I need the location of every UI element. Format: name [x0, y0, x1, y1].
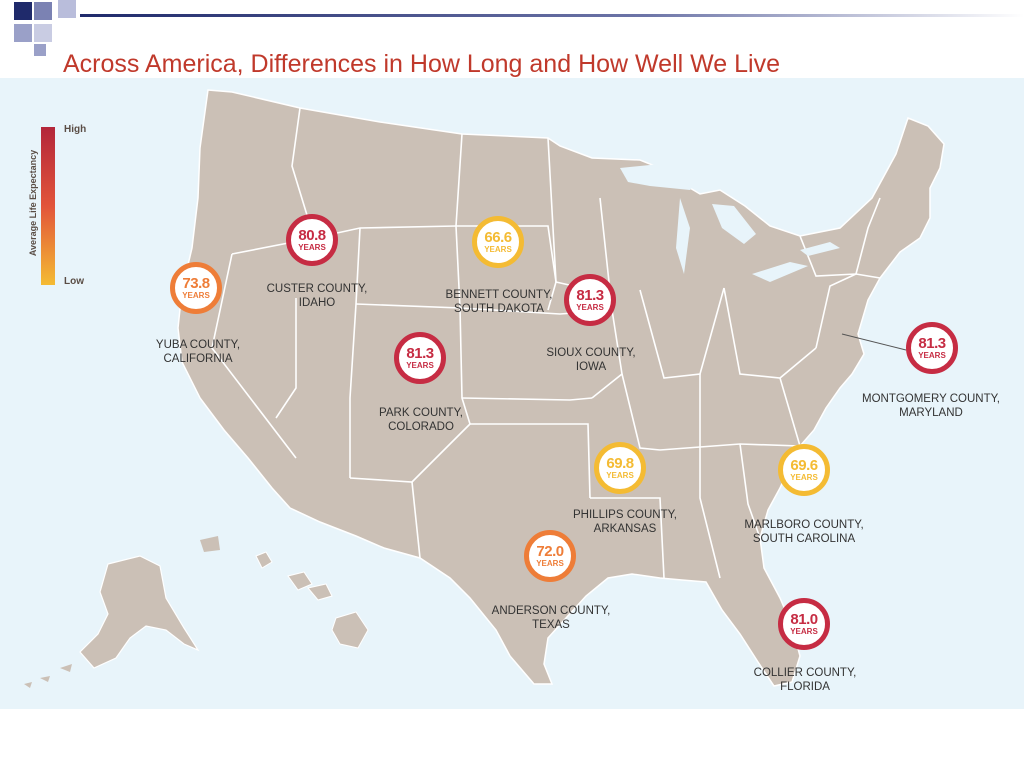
- deco-square: [58, 0, 76, 18]
- label-montgomery: MONTGOMERY COUNTY, MARYLAND: [862, 392, 1000, 420]
- deco-square: [14, 24, 32, 42]
- badge-unit: YEARS: [790, 627, 818, 636]
- badge-unit: YEARS: [536, 559, 564, 568]
- header-rule: [80, 14, 1024, 17]
- county-state: COLORADO: [388, 421, 454, 433]
- county-name: COLLIER COUNTY,: [753, 667, 857, 679]
- badge-sioux: 81.3 YEARS: [564, 274, 616, 326]
- badge-unit: YEARS: [576, 303, 604, 312]
- badge-value: 80.8: [298, 227, 326, 244]
- county-state: MARYLAND: [899, 407, 963, 419]
- badge-value: 81.3: [918, 335, 946, 352]
- county-name: CUSTER COUNTY,: [266, 283, 368, 295]
- county-state: CALIFORNIA: [163, 353, 233, 365]
- county-name: BENNETT COUNTY,: [445, 289, 553, 301]
- county-state: IDAHO: [298, 297, 336, 309]
- legend-high-label: High: [64, 124, 87, 135]
- great-lakes: [620, 164, 840, 282]
- us-map-graphic: [24, 89, 945, 688]
- county-name: YUBA COUNTY,: [155, 339, 241, 351]
- county-name: PARK COUNTY,: [379, 407, 463, 419]
- badge-park: 81.3 YEARS: [394, 332, 446, 384]
- badge-value: 72.0: [536, 543, 564, 560]
- county-name: MONTGOMERY COUNTY,: [861, 393, 1001, 405]
- legend-color-bar: [41, 127, 55, 285]
- legend-low-label: Low: [64, 276, 84, 287]
- badge-value: 69.8: [606, 455, 634, 472]
- badge-unit: YEARS: [606, 471, 634, 480]
- slide-decoration: [0, 0, 1024, 60]
- badge-value: 66.6: [484, 229, 512, 246]
- label-collier: COLLIER COUNTY, FLORIDA: [754, 666, 857, 694]
- deco-square: [34, 44, 46, 56]
- county-state: IOWA: [575, 361, 607, 373]
- badge-value: 81.3: [406, 345, 434, 362]
- county-name: MARLBORO COUNTY,: [744, 519, 864, 531]
- badge-montgomery: 81.3 YEARS: [906, 322, 958, 374]
- badge-value: 69.6: [790, 457, 818, 474]
- deco-square: [34, 24, 52, 42]
- label-yuba: YUBA COUNTY, CALIFORNIA: [156, 338, 240, 366]
- badge-marlboro: 69.6 YEARS: [778, 444, 830, 496]
- slide-title: Across America, Differences in How Long …: [63, 50, 780, 78]
- label-park: PARK COUNTY, COLORADO: [379, 406, 463, 434]
- contiguous-us-shape: [177, 89, 945, 687]
- alaska-shape: [79, 555, 200, 669]
- county-state: TEXAS: [532, 619, 570, 631]
- badge-unit: YEARS: [406, 361, 434, 370]
- deco-square: [34, 2, 52, 20]
- montgomery-pointer-line: [841, 333, 907, 351]
- county-name: PHILLIPS COUNTY,: [573, 509, 677, 521]
- badge-bennett: 66.6 YEARS: [472, 216, 524, 268]
- badge-yuba: 73.8 YEARS: [170, 262, 222, 314]
- county-name: SIOUX COUNTY,: [546, 347, 636, 359]
- badge-unit: YEARS: [790, 473, 818, 482]
- badge-phillips: 69.8 YEARS: [594, 442, 646, 494]
- badge-collier: 81.0 YEARS: [778, 598, 830, 650]
- label-phillips: PHILLIPS COUNTY, ARKANSAS: [573, 508, 677, 536]
- label-custer: CUSTER COUNTY, IDAHO: [267, 282, 368, 310]
- county-name: ANDERSON COUNTY,: [491, 605, 611, 617]
- us-map: Average Life Expectancy High Low 80.8 YE…: [0, 78, 1024, 709]
- badge-value: 73.8: [182, 275, 210, 292]
- badge-unit: YEARS: [918, 351, 946, 360]
- hawaii-shape: [255, 551, 369, 649]
- label-bennett: BENNETT COUNTY, SOUTH DAKOTA: [446, 288, 553, 316]
- badge-anderson: 72.0 YEARS: [524, 530, 576, 582]
- legend-title: Average Life Expectancy: [28, 149, 38, 257]
- county-state: ARKANSAS: [593, 523, 657, 535]
- badge-unit: YEARS: [484, 245, 512, 254]
- label-sioux: SIOUX COUNTY, IOWA: [546, 346, 635, 374]
- badge-value: 81.3: [576, 287, 604, 304]
- county-state: SOUTH DAKOTA: [454, 303, 544, 315]
- county-state: SOUTH CAROLINA: [752, 533, 856, 545]
- deco-square: [14, 2, 32, 20]
- badge-custer: 80.8 YEARS: [286, 214, 338, 266]
- label-anderson: ANDERSON COUNTY, TEXAS: [492, 604, 611, 632]
- badge-unit: YEARS: [182, 291, 210, 300]
- county-state: FLORIDA: [780, 681, 830, 693]
- badge-value: 81.0: [790, 611, 818, 628]
- label-marlboro: MARLBORO COUNTY, SOUTH CAROLINA: [744, 518, 863, 546]
- badge-unit: YEARS: [298, 243, 326, 252]
